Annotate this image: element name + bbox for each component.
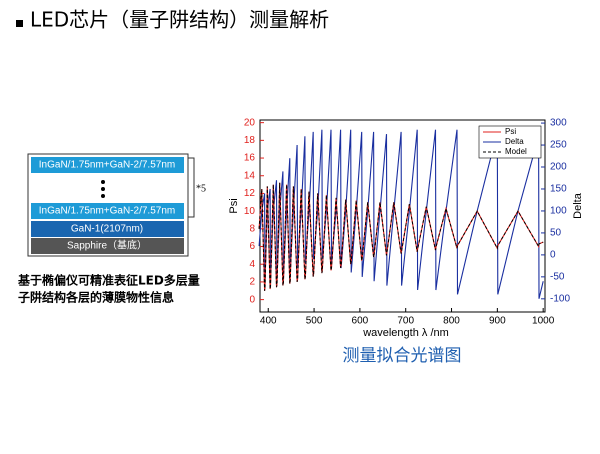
y2-tick-label: 300	[550, 118, 567, 129]
y-tick-label: 8	[249, 223, 255, 234]
slide-title: LED芯片（量子阱结构）测量解析	[30, 8, 329, 32]
layer-label: InGaN/1.75nm+GaN-2/7.57nm	[39, 206, 175, 217]
y2-tick-label: 100	[550, 206, 567, 217]
x-tick-label: 900	[489, 316, 506, 327]
layer-label: GaN-1(2107nm)	[71, 224, 143, 235]
bullet	[16, 20, 23, 27]
y-tick-label: 6	[249, 241, 255, 252]
y2-tick-label: 200	[550, 162, 567, 173]
dot	[101, 194, 105, 198]
y-tick-label: 12	[244, 188, 256, 199]
y2-axis-label: Delta	[572, 192, 584, 219]
x-tick-label: 1000	[532, 316, 555, 327]
caption: 基于椭偏仪可精准表征LED多层量	[17, 273, 200, 288]
y-tick-label: 10	[244, 206, 256, 217]
x-tick-label: 800	[443, 316, 460, 327]
y2-tick-label: 250	[550, 140, 567, 151]
y-tick-label: 20	[244, 117, 256, 128]
series-line	[258, 182, 544, 291]
caption: 子阱结构各层的薄膜物性信息	[18, 290, 174, 305]
layer	[31, 203, 184, 219]
y2-tick-label: 150	[550, 184, 567, 195]
x-tick-label: 600	[352, 316, 369, 327]
x-tick-label: 700	[397, 316, 414, 327]
y-tick-label: 16	[244, 153, 256, 164]
y-tick-label: 4	[249, 259, 255, 270]
dot	[101, 187, 105, 191]
y-tick-label: 2	[249, 277, 255, 288]
dot	[101, 180, 105, 184]
x-tick-label: 500	[306, 316, 323, 327]
bracket	[188, 157, 195, 218]
layer-stack: InGaN/1.75nm+GaN-2/7.57nm InGaN/1.75nm+G…	[27, 153, 206, 257]
y-axis-label: Psi	[228, 198, 240, 213]
y-tick-label: 14	[244, 170, 256, 181]
legend-label: Delta	[505, 137, 524, 146]
y2-tick-label: -100	[550, 293, 570, 304]
stack-frame	[27, 153, 189, 257]
y-tick-label: 0	[249, 294, 255, 305]
y2-tick-label: 50	[550, 228, 562, 239]
layer	[31, 157, 184, 173]
y-tick-label: 18	[244, 135, 256, 146]
legend-label: Model	[505, 147, 527, 156]
layer-label: InGaN/1.75nm+GaN-2/7.57nm	[39, 160, 175, 171]
legend-label: Psi	[505, 127, 516, 136]
repeat-label: *5	[196, 183, 206, 194]
y2-tick-label: 0	[550, 250, 556, 261]
x-tick-label: 400	[260, 316, 277, 327]
y2-tick-label: -50	[550, 271, 565, 282]
chart-title: 测量拟合光谱图	[343, 346, 462, 366]
x-axis-label: wavelength λ /nm	[362, 327, 449, 339]
layer	[31, 221, 184, 237]
layer-label: Sapphire（基底）	[67, 239, 147, 252]
layer	[31, 238, 184, 254]
series-line	[258, 129, 544, 299]
